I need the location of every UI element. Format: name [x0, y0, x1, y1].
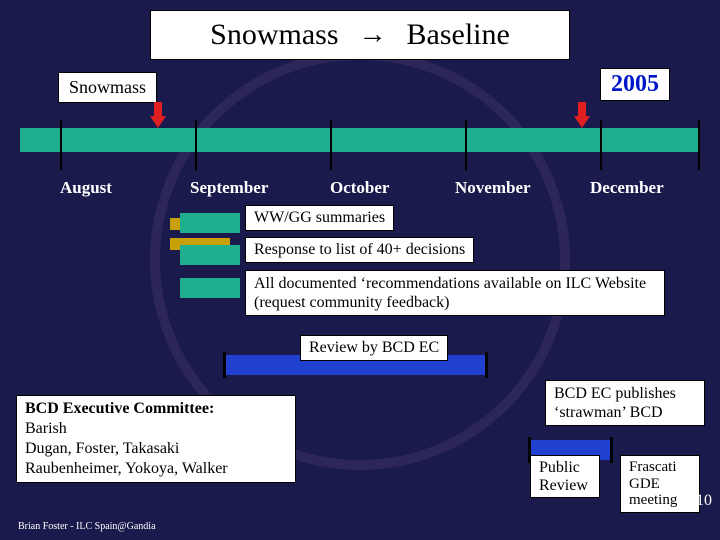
task-resp: Response to list of 40+ decisions: [245, 237, 474, 263]
tick: [465, 120, 467, 170]
month-september: September: [190, 178, 268, 198]
snowmass-label: Snowmass: [58, 72, 157, 103]
gantt-ww: [180, 213, 240, 233]
timeline-bar: [20, 128, 700, 152]
month-december: December: [590, 178, 664, 198]
committee-title: BCD Executive Committee:: [25, 399, 287, 419]
gantt-endcap: [610, 437, 613, 463]
tick: [698, 120, 700, 170]
task-publish: BCD EC publishes ‘strawman’ BCD: [545, 380, 705, 426]
month-november: November: [455, 178, 531, 198]
arrow-right-icon: →: [359, 21, 387, 49]
committee-line1: Barish: [25, 419, 287, 439]
title-right: Baseline: [407, 18, 510, 52]
year-label: 2005: [600, 68, 670, 101]
committee-box: BCD Executive Committee: Barish Dugan, F…: [16, 395, 296, 483]
gantt-resp: [180, 245, 240, 265]
slide-title: Snowmass → Baseline: [150, 10, 570, 60]
gantt-endcap: [223, 352, 226, 378]
task-ww: WW/GG summaries: [245, 205, 394, 231]
month-august: August: [60, 178, 112, 198]
task-public-review: Public Review: [530, 455, 600, 498]
year-text: 2005: [611, 71, 659, 98]
page-number: 10: [696, 492, 712, 510]
task-docs: All documented ‘recommendations availabl…: [245, 270, 665, 316]
month-october: October: [330, 178, 389, 198]
title-left: Snowmass: [210, 18, 338, 52]
gantt-docs: [180, 278, 240, 298]
tick: [195, 120, 197, 170]
tick: [60, 120, 62, 170]
committee-line2: Dugan, Foster, Takasaki: [25, 439, 287, 459]
tick: [600, 120, 602, 170]
tick: [330, 120, 332, 170]
year-arrow-icon: [574, 102, 590, 128]
footer-credit: Brian Foster - ILC Spain@Gandia: [18, 521, 156, 532]
task-frascati: Frascati GDE meeting: [620, 455, 700, 513]
committee-line3: Raubenheimer, Yokoya, Walker: [25, 459, 287, 479]
snowmass-arrow-icon: [150, 102, 166, 128]
gantt-endcap: [485, 352, 488, 378]
task-review: Review by BCD EC: [300, 335, 448, 361]
